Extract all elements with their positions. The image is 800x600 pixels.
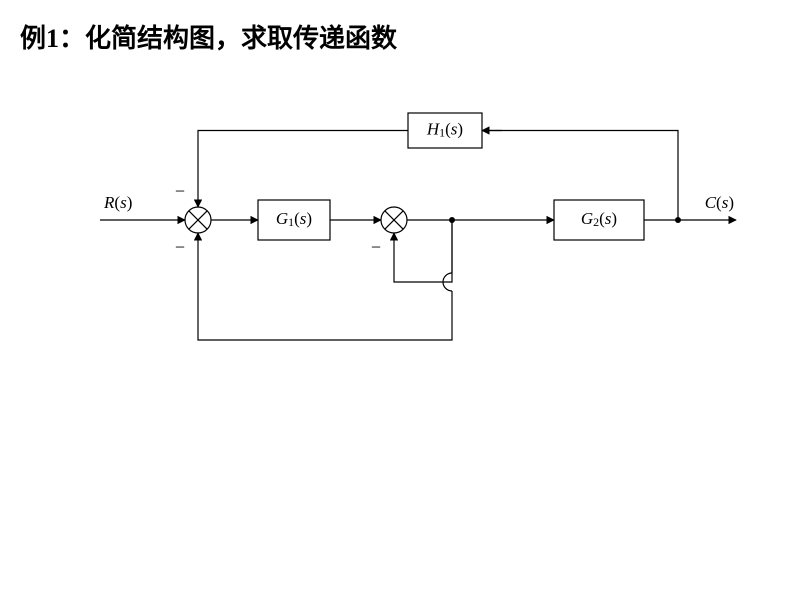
svg-text:−: − <box>175 181 185 201</box>
svg-text:−: − <box>175 237 185 257</box>
svg-text:G1(s): G1(s) <box>276 209 312 229</box>
svg-text:H1(s): H1(s) <box>426 119 463 139</box>
svg-text:C(s): C(s) <box>705 193 734 212</box>
svg-text:R(s): R(s) <box>103 193 132 212</box>
svg-text:−: − <box>371 237 381 257</box>
block-diagram: G1(s) G2(s) H1(s) R(s) C(s) − − − <box>0 0 800 600</box>
svg-text:G2(s): G2(s) <box>581 209 617 229</box>
